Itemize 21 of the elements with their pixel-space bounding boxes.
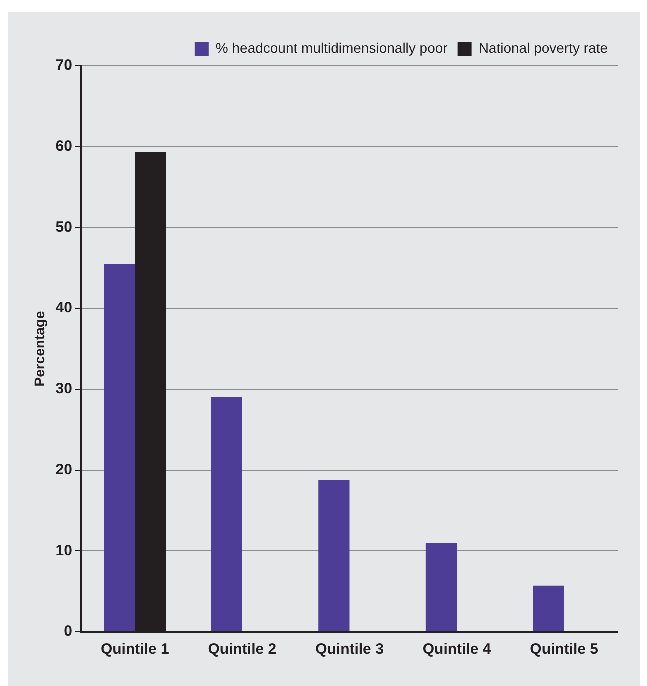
x-tick-label: Quintile 2: [208, 641, 277, 658]
y-tick-label: 0: [64, 623, 72, 640]
y-tick-label: 50: [56, 218, 72, 236]
x-tick-label: Quintile 4: [422, 641, 492, 658]
bar: [211, 398, 242, 632]
bar: [104, 264, 136, 632]
y-tick-label: 10: [56, 542, 72, 560]
x-tick-label: Quintile 3: [316, 641, 384, 658]
y-tick-label: 30: [56, 380, 72, 398]
x-tick-label: Quintile 5: [530, 641, 599, 658]
legend-label: % headcount multidimensionally poor: [216, 40, 448, 56]
bar: [426, 543, 458, 632]
legend-label: National poverty rate: [478, 40, 608, 56]
y-tick-label: 60: [56, 138, 72, 155]
y-tick-label: 40: [56, 300, 72, 317]
y-axis-title: Percentage: [31, 311, 48, 387]
y-tick-label: 20: [56, 461, 72, 478]
bar: [533, 586, 564, 632]
bar: [318, 480, 350, 632]
y-tick-label: 70: [56, 57, 72, 74]
x-tick-label: Quintile 1: [100, 641, 170, 658]
